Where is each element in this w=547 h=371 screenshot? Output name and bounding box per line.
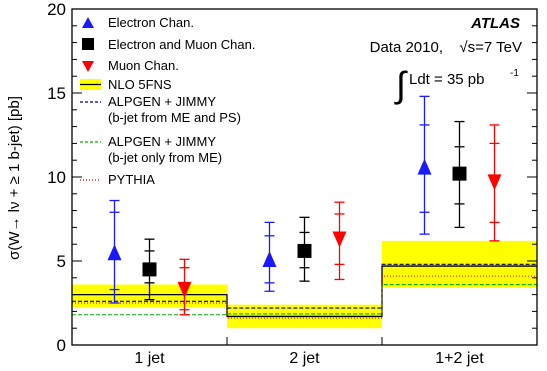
legend-combined-marker: [82, 38, 94, 50]
legend-electron-marker: [82, 17, 94, 28]
legend-alpgen-meps-label: ALPGEN + JIMMY: [108, 94, 216, 109]
legend-electron-label: Electron Chan.: [108, 15, 194, 30]
prediction-line-2: [72, 263, 537, 309]
point-3-3-marker: [487, 174, 502, 191]
point-2-3-marker: [452, 166, 467, 181]
x-category-label-3: 1+2 jet: [435, 350, 484, 367]
y-tick-label-5: 5: [57, 252, 66, 271]
legend-combined-label: Electron and Muon Chan.: [108, 37, 255, 52]
point-1-2-marker: [262, 251, 277, 267]
prediction-line-4: [72, 275, 537, 319]
dataset-label: Data 2010,: [370, 39, 443, 56]
atlas-label: ATLAS: [470, 15, 520, 32]
legend-muon-label: Muon Chan.: [108, 58, 179, 73]
legend-alpgen-me-label: ALPGEN + JIMMY: [108, 134, 216, 149]
legend-muon-marker: [82, 61, 94, 72]
legend-pythia-label: PYTHIA: [108, 172, 155, 187]
prediction-line-1: [72, 265, 537, 318]
y-axis-label: σ(W→ lν + ≥ 1 b-jet) [pb]: [6, 96, 23, 260]
prediction-lines: [72, 263, 537, 319]
point-1-3-marker: [417, 158, 432, 175]
point-1-1-marker: [107, 244, 122, 261]
legend-alpgen-meps-sublabel: (b-jet from ME and PS): [108, 110, 241, 125]
sqrt-s-label: √s=7 TeV: [459, 39, 522, 56]
point-2-2-marker: [297, 243, 312, 258]
point-3-2-marker: [332, 231, 347, 248]
measurement-points: [107, 95, 502, 316]
axis-ticks: 0 5 10 15 20 1 jet 2 jet 1+2 jet: [47, 0, 537, 367]
y-tick-label-15: 15: [47, 84, 66, 103]
point-3-1-marker: [177, 281, 192, 298]
luminosity-exponent: -1: [510, 68, 519, 79]
prediction-line-3: [72, 283, 537, 316]
x-category-label-1: 1 jet: [134, 350, 165, 367]
legend: Electron Chan. Electron and Muon Chan. M…: [80, 15, 255, 187]
y-tick-label-10: 10: [47, 168, 66, 187]
x-category-label-2: 2 jet: [289, 350, 320, 367]
y-tick-label-20: 20: [47, 0, 66, 19]
legend-nlo-label: NLO 5FNS: [108, 77, 172, 92]
annotations: ATLAS Data 2010, √s=7 TeV ∫ Ldt = 35 pb …: [370, 15, 522, 105]
point-2-1-marker: [142, 262, 157, 277]
y-tick-label-0: 0: [57, 336, 66, 355]
luminosity-label: Ldt = 35 pb: [409, 71, 484, 88]
integral-symbol: ∫: [394, 64, 408, 105]
legend-alpgen-me-sublabel: (b-jet only from ME): [108, 150, 222, 165]
